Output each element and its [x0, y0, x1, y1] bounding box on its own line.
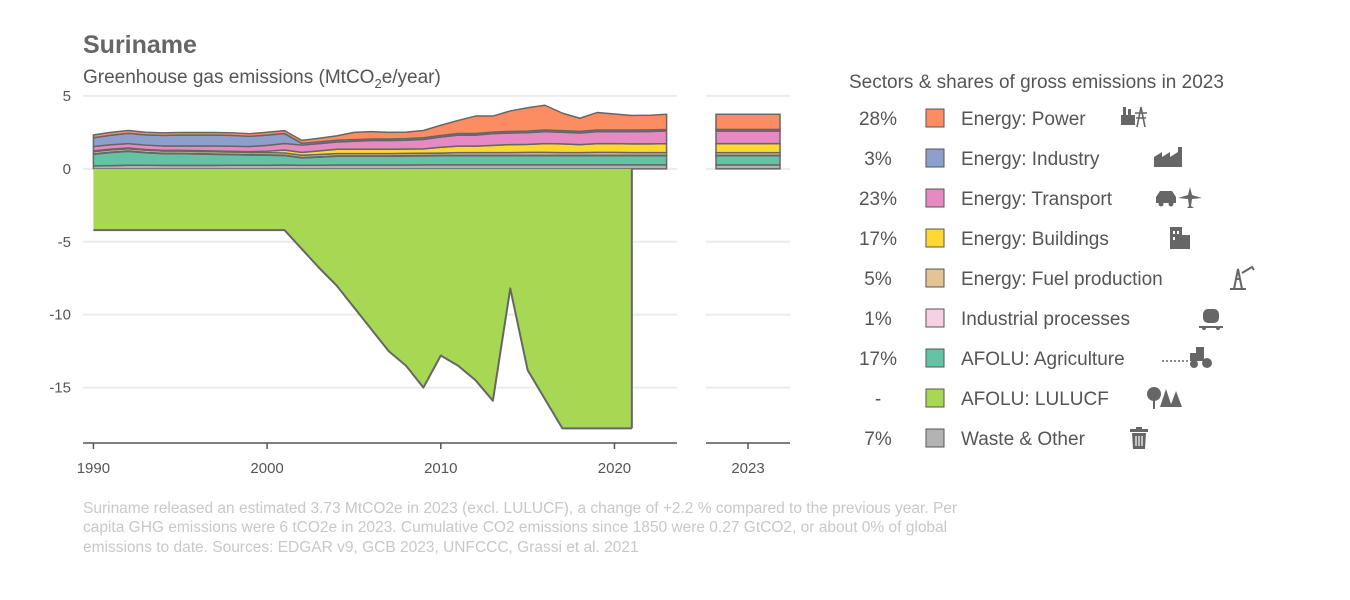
legend-swatch — [925, 388, 945, 408]
legend-share: 7% — [864, 429, 892, 450]
legend-item-afolu-agriculture: 17% AFOLU: Agriculture — [859, 347, 1212, 370]
x-tick-label: 2010 — [424, 460, 457, 477]
legend-share: - — [875, 389, 881, 410]
legend-share: 3% — [864, 149, 892, 170]
legend-swatch — [925, 268, 945, 288]
legend-share: 17% — [859, 349, 897, 370]
legend-share: 1% — [864, 309, 892, 330]
x-tick-labels: 1990 2000 2010 2020 2023 — [77, 460, 765, 477]
bar-2023 — [715, 113, 781, 170]
bar-segment-energy-transport — [715, 130, 781, 145]
trees-icon — [1147, 387, 1182, 409]
y-tick-label: -10 — [49, 307, 71, 324]
legend-share: 28% — [859, 109, 897, 130]
legend-item-waste-other: 7% Waste & Other — [864, 427, 1148, 450]
area-energy-power — [92, 104, 668, 145]
legend-label: Energy: Industry — [961, 149, 1100, 170]
legend-item-energy-transport: 23% Energy: Transport — [859, 187, 1202, 210]
factory-icon — [1154, 147, 1182, 167]
legend-item-afolu-lulucf: - AFOLU: LULUCF — [875, 387, 1182, 410]
power-plant-icon — [1121, 106, 1147, 128]
axes — [83, 442, 790, 449]
trash-icon — [1130, 427, 1148, 449]
car-plane-icon — [1156, 187, 1202, 208]
legend-item-energy-industry: 3% Energy: Industry — [864, 147, 1182, 170]
legend-item-industrial-processes: 1% Industrial processes — [864, 308, 1223, 330]
chart-title: Suriname — [83, 31, 197, 59]
stacked-areas — [92, 104, 668, 430]
legend-swatch — [925, 188, 945, 208]
legend-swatch — [925, 348, 945, 368]
footer-note: Suriname released an estimated 3.73 MtCO… — [83, 500, 957, 556]
legend-share: 23% — [859, 189, 897, 210]
legend-label: AFOLU: Agriculture — [961, 349, 1125, 370]
bar-segment-energy-power — [715, 113, 781, 131]
legend-item-energy-buildings: 17% Energy: Buildings — [859, 227, 1190, 250]
y-tick-label: -5 — [58, 234, 71, 251]
legend-share: 5% — [864, 269, 892, 290]
area-afolu-lulucf — [93, 168, 632, 429]
oil-rig-icon — [1230, 265, 1255, 290]
legend-item-energy-power: 28% Energy: Power — [859, 106, 1147, 130]
y-tick-labels: 5 0 -5 -10 -15 — [49, 88, 71, 397]
legend-label: Waste & Other — [961, 429, 1086, 450]
building-icon — [1170, 227, 1190, 249]
legend-swatch — [925, 308, 945, 328]
legend: 28% Energy: Power 3% Energy: Industry 23% Ene… — [859, 106, 1255, 450]
line-afolu-lulucf — [93, 229, 632, 430]
legend-swatch — [925, 108, 945, 128]
y-tick-label: -15 — [49, 380, 71, 397]
legend-label: Energy: Power — [961, 109, 1086, 130]
cement-mixer-icon — [1199, 309, 1223, 330]
legend-share: 17% — [859, 229, 897, 250]
x-tick-label: 1990 — [77, 460, 110, 477]
legend-label: Energy: Transport — [961, 189, 1113, 210]
footer-line-3: emissions to date. Sources: EDGAR v9, GC… — [83, 539, 639, 556]
y-tick-label: 5 — [63, 88, 71, 105]
legend-label: Energy: Fuel production — [961, 269, 1163, 290]
x-tick-label: 2020 — [598, 460, 631, 477]
tractor-icon — [1162, 347, 1212, 368]
footer-line-1: Suriname released an estimated 3.73 MtCO… — [83, 500, 957, 517]
legend-swatch — [925, 228, 945, 248]
legend-label: AFOLU: LULUCF — [961, 389, 1109, 410]
x-tick-label: 2000 — [250, 460, 283, 477]
bar-segment-afolu-agriculture — [715, 154, 781, 166]
legend-item-energy-fuel-production: 5% Energy: Fuel production — [864, 265, 1255, 290]
bar-segment-energy-buildings — [715, 142, 781, 154]
legend-title: Sectors & shares of gross emissions in 2… — [849, 72, 1224, 93]
y-tick-label: 0 — [63, 161, 71, 178]
legend-label: Energy: Buildings — [961, 229, 1109, 250]
legend-label: Industrial processes — [961, 309, 1130, 330]
legend-swatch — [925, 428, 945, 448]
chart-subtitle: Greenhouse gas emissions (MtCO2e/year) — [83, 67, 441, 91]
x-tick-label-2023: 2023 — [731, 460, 764, 477]
legend-swatch — [925, 148, 945, 168]
footer-line-2: capita GHG emissions were 6 tCO2e in 202… — [83, 519, 947, 536]
